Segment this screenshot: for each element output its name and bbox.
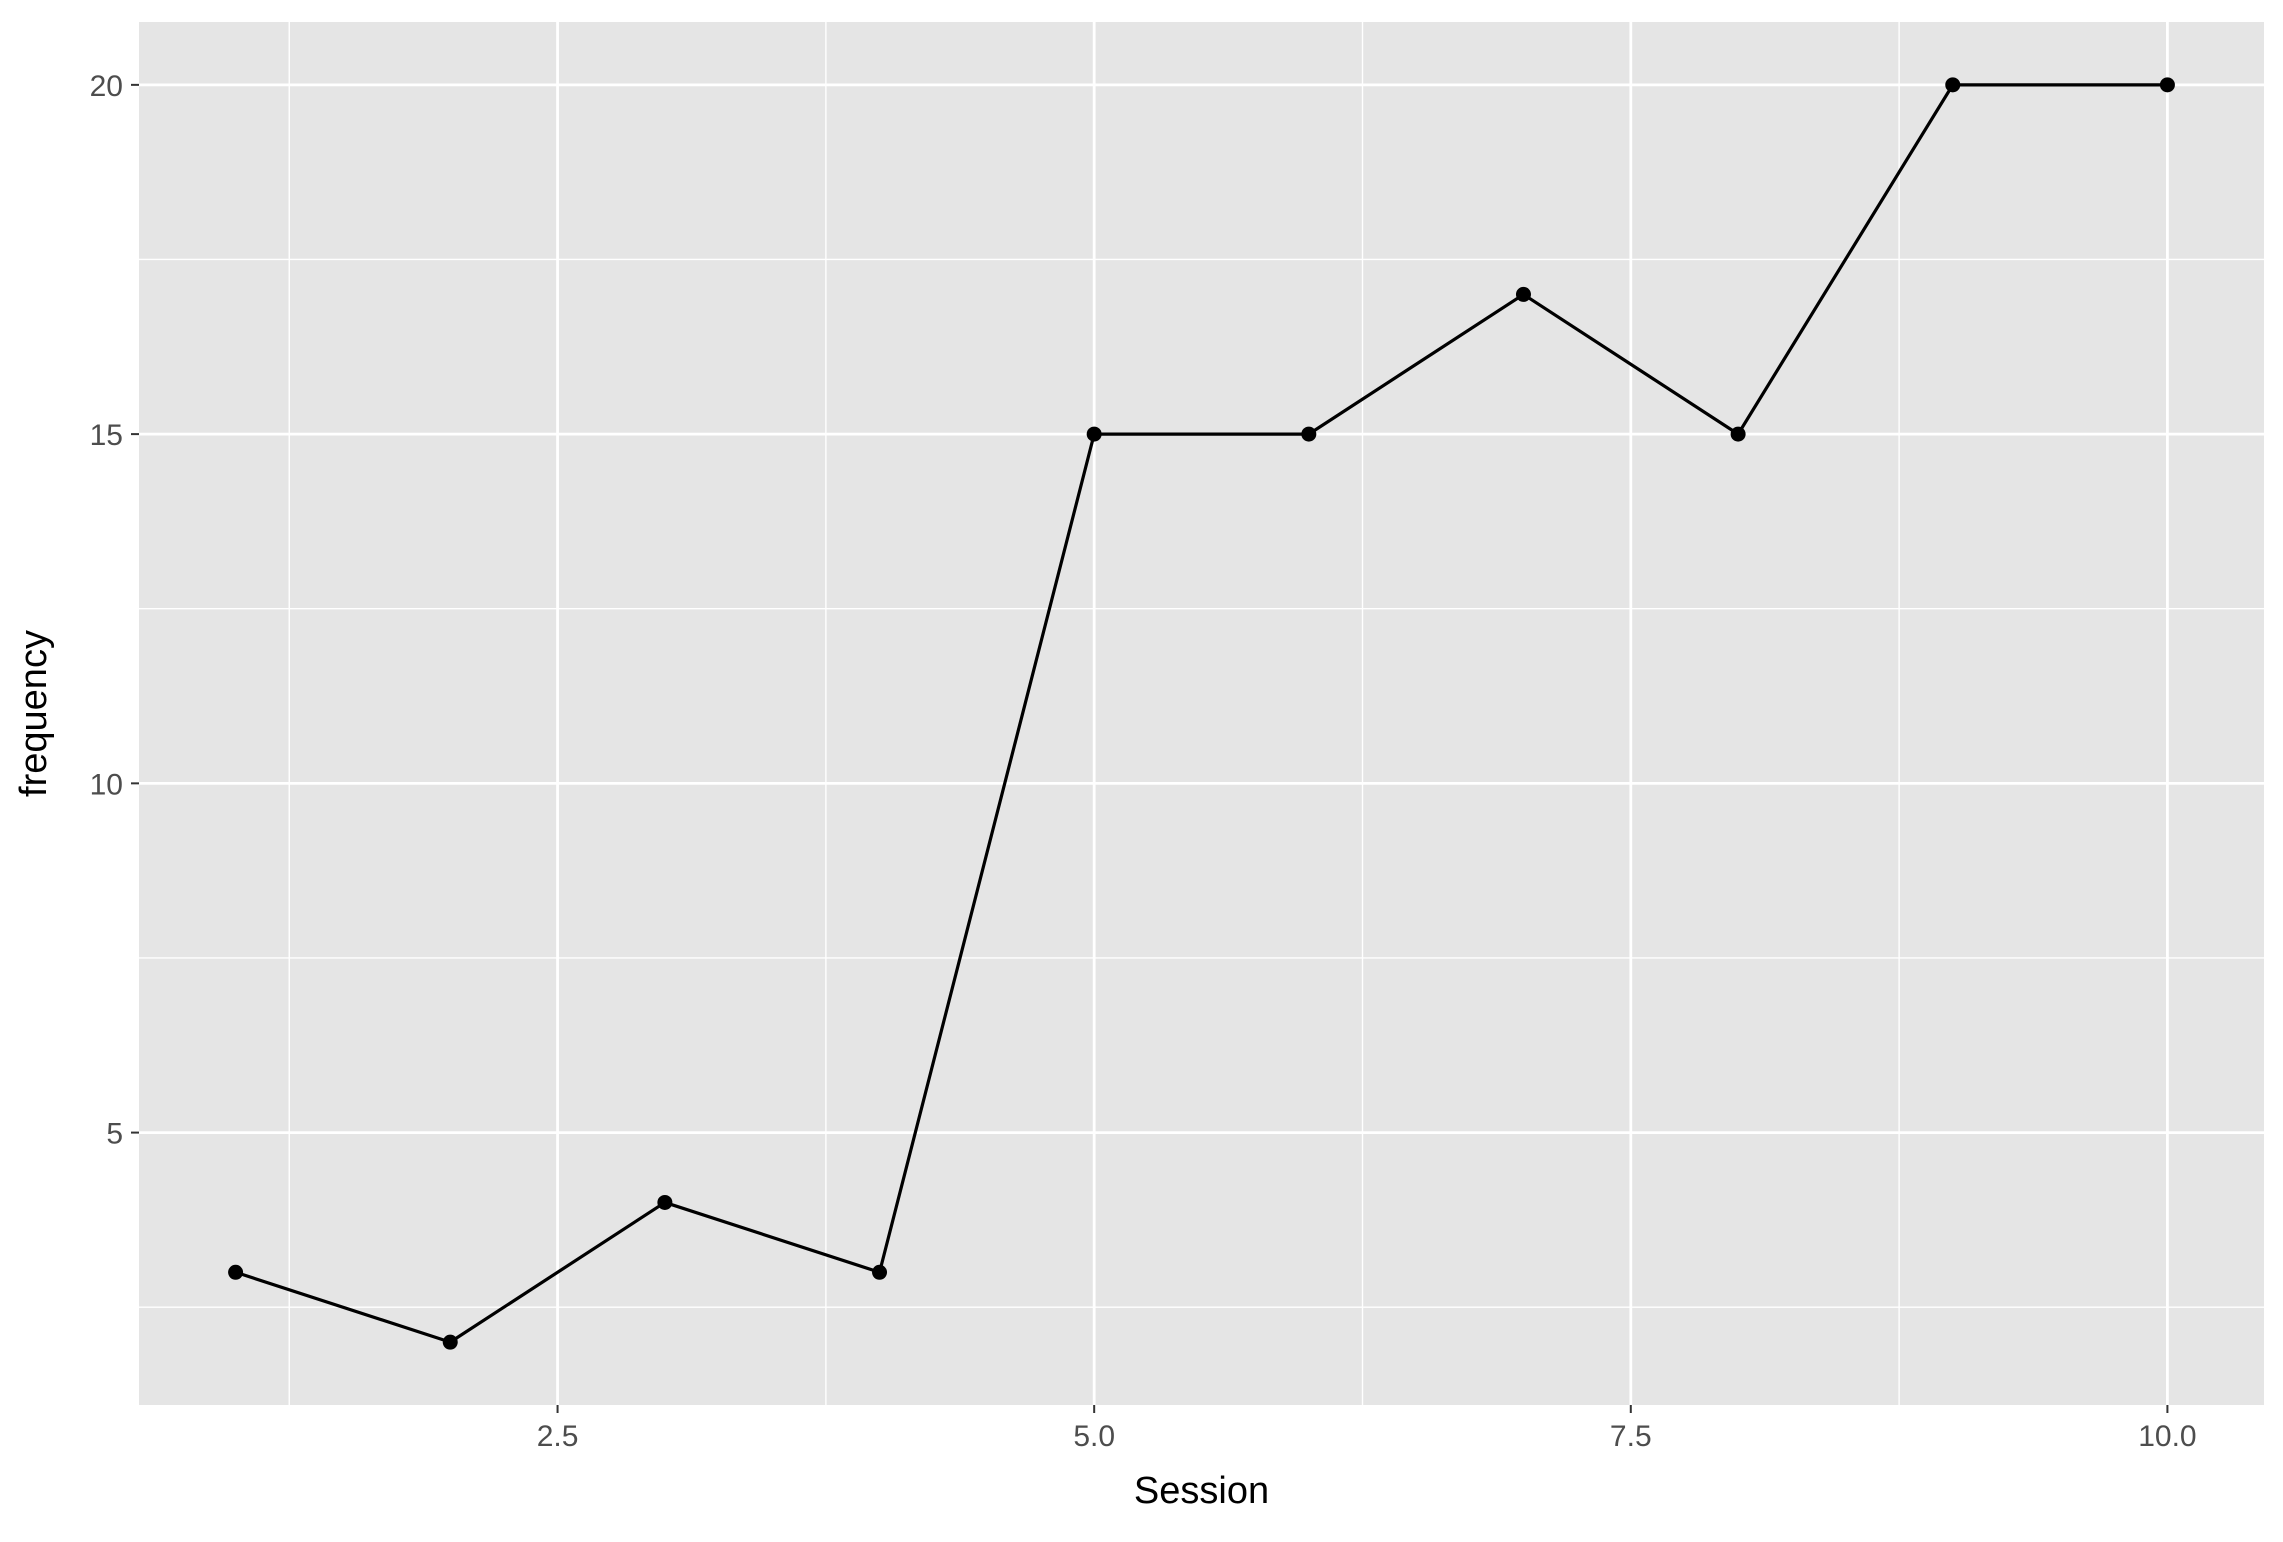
x-tick-label: 5.0 [1073,1420,1115,1453]
plot-panel [139,22,2264,1405]
series-points [228,77,2175,1350]
data-point [1086,426,1102,442]
y-axis-title: frequency [13,630,55,797]
major-gridlines [139,22,2264,1405]
y-tick-label: 10 [90,768,123,801]
data-point [872,1264,888,1280]
data-point [657,1194,673,1210]
data-point [1945,77,1961,93]
data-point [1730,426,1746,442]
x-tick-labels: 2.5 5.0 7.5 10.0 [537,1420,2197,1453]
data-point [442,1334,458,1350]
data-point [1301,426,1317,442]
x-tick-label: 7.5 [1610,1420,1652,1453]
data-point [228,1264,244,1280]
x-tick-label: 10.0 [2138,1420,2196,1453]
y-tick-labels: 5 10 15 20 [90,70,123,1151]
series-lines [235,83,2168,1344]
y-tick-label: 5 [106,1118,123,1151]
series-line [235,83,2168,1344]
data-point [1515,286,1531,302]
axis-ticks [131,83,2169,1413]
y-tick-label: 15 [90,419,123,452]
minor-gridlines [139,22,2264,1405]
y-tick-label: 20 [90,70,123,103]
x-tick-label: 2.5 [537,1420,579,1453]
x-axis-title: Session [1134,1470,1269,1512]
data-point [2159,77,2175,93]
